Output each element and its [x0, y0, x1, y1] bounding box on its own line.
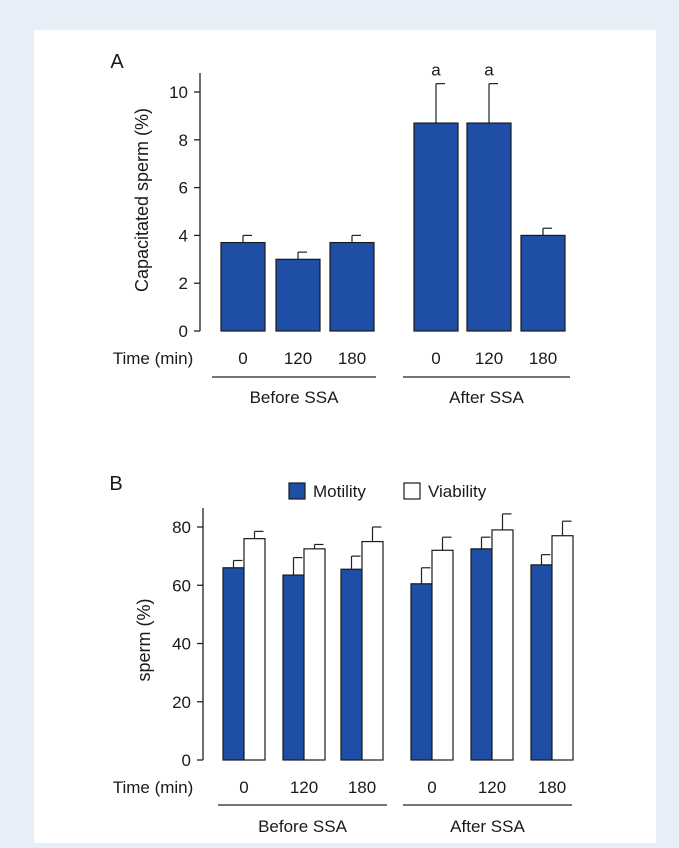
panel-b-y-tick-label: 60 [172, 576, 191, 595]
panel-b-x-tick-label: 120 [478, 778, 506, 797]
panel-a-y-axis-title: Capacitated sperm (%) [132, 108, 152, 292]
panel-b-y-axis-title: sperm (%) [134, 598, 154, 681]
panel-b-bar-motility [282, 574, 305, 761]
panel-b-bar-motility [340, 568, 363, 761]
panel-b-x-tick-label: 180 [538, 778, 566, 797]
panel-a-x-tick-label: 180 [338, 349, 366, 368]
panel-b-x-tick-label: 0 [239, 778, 248, 797]
panel-a-significance-label: a [484, 61, 494, 80]
panel-a-bar [413, 122, 459, 332]
panel-b-bar-viability [361, 540, 384, 761]
panel-b-y-tick-label: 80 [172, 518, 191, 537]
panel-b-bar-motility [222, 567, 245, 761]
panel-a-x-axis-title: Time (min) [113, 349, 194, 368]
panel-a-x-tick-label: 120 [475, 349, 503, 368]
panel-b-y-tick-label: 40 [172, 635, 191, 654]
panel-b-x-tick-label: 180 [348, 778, 376, 797]
legend-label-viability: Viability [428, 482, 487, 501]
panel-b-y-tick-label: 20 [172, 693, 191, 712]
panel-a-bar [220, 241, 266, 332]
panel-a-x-tick-label: 120 [284, 349, 312, 368]
panel-b-x-axis-title: Time (min) [113, 778, 194, 797]
panel-a-y-tick-label: 8 [179, 131, 188, 150]
panel-b-y-tick-label: 0 [182, 751, 191, 770]
panel-b-bar-motility [410, 583, 433, 761]
panel-a-label: A [110, 51, 124, 73]
panel-b-bar-viability [431, 549, 454, 761]
panel-a-x-tick-label: 180 [529, 349, 557, 368]
legend-swatch-viability [403, 482, 421, 500]
legend-label-motility: Motility [313, 482, 366, 501]
panel-b-label: B [109, 473, 122, 495]
panel-a-significance-label: a [431, 61, 441, 80]
panel-a-bar [520, 234, 566, 332]
panel-b-x-tick-label: 0 [427, 778, 436, 797]
panel-a-group-label: After SSA [449, 388, 524, 407]
panel-a-y-tick-label: 10 [169, 83, 188, 102]
panel-a-bar [275, 258, 321, 332]
panel-b-group-label: Before SSA [258, 817, 347, 836]
panel-a-y-tick-label: 6 [179, 179, 188, 198]
panel-a-x-tick-label: 0 [238, 349, 247, 368]
panel-b-bar-viability [551, 535, 574, 761]
panel-a-y-tick-label: 2 [179, 274, 188, 293]
panel-a-y-tick-label: 0 [179, 322, 188, 341]
panel-a-x-tick-label: 0 [431, 349, 440, 368]
panel-a-group-label: Before SSA [250, 388, 339, 407]
legend-swatch-motility [288, 482, 306, 500]
panel-b-bar-viability [491, 529, 514, 761]
panel-a-y-tick-label: 4 [179, 226, 188, 245]
figure-panel: A 0 2 4 6 8 10 Capacitated sperm (%) a a Time (min… [34, 30, 656, 843]
panel-b-x-tick-label: 120 [290, 778, 318, 797]
figure-svg: A 0 2 4 6 8 10 Capacitated sperm (%) a a Time (min… [109, 51, 574, 836]
panel-b-bar-viability [303, 548, 326, 761]
panel-a-bar [466, 122, 512, 332]
panel-a-bar [329, 241, 375, 332]
panel-b-bar-viability [243, 538, 266, 761]
panel-b-bar-motility [530, 564, 553, 761]
panel-b-bar-motility [470, 548, 493, 761]
panel-b-group-label: After SSA [450, 817, 525, 836]
